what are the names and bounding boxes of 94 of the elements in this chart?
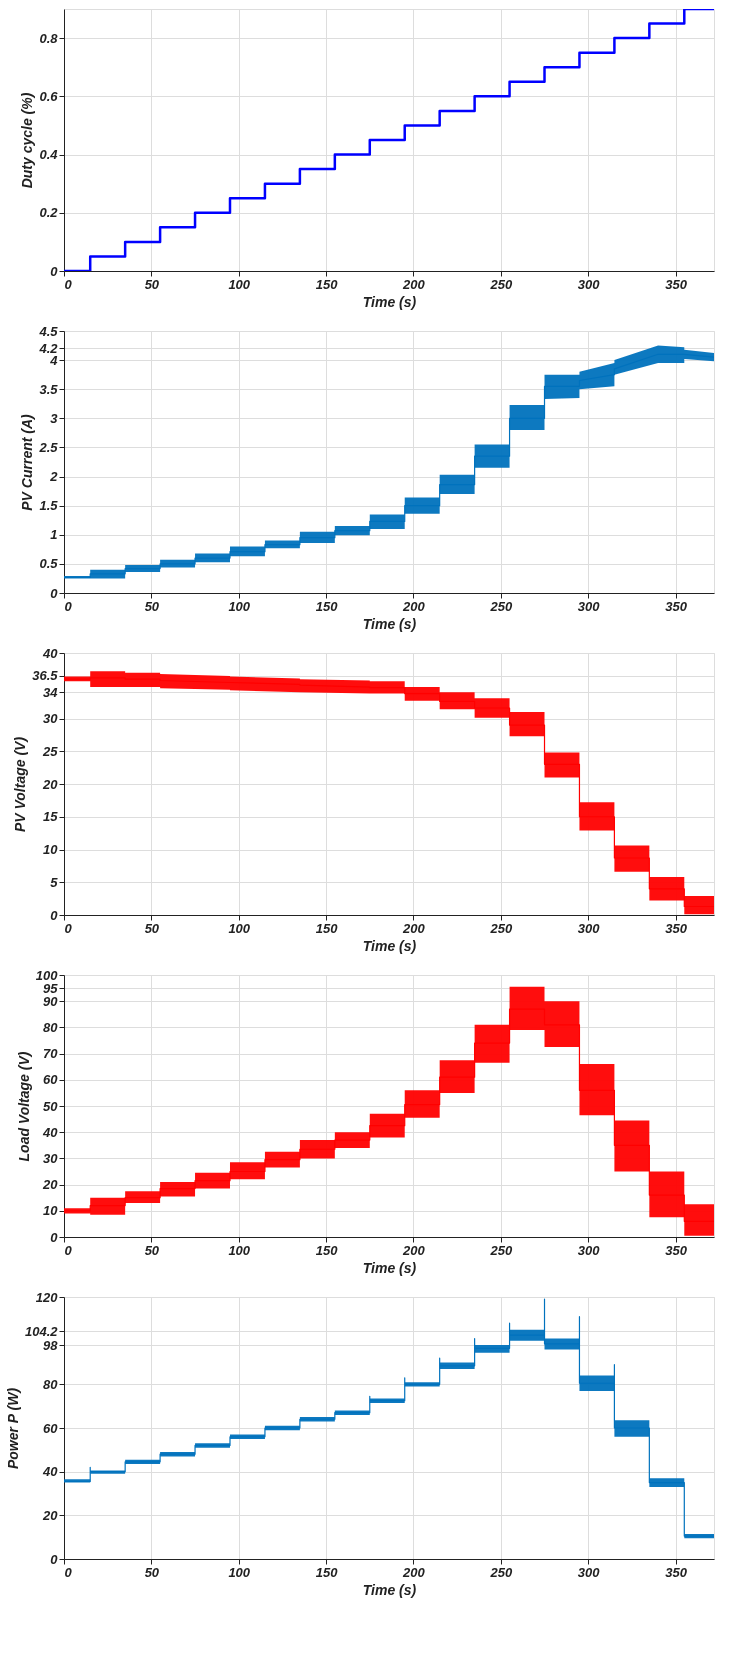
y-tick-label: 98 bbox=[43, 1337, 59, 1353]
y-tick-label: 40 bbox=[42, 645, 59, 661]
y-tick-label: 104.2 bbox=[24, 1324, 59, 1339]
y-tick-label: 4.5 bbox=[38, 323, 59, 339]
y-axis-title: Duty cycle (%) bbox=[19, 92, 36, 189]
x-tick-label: 350 bbox=[665, 1242, 688, 1258]
x-tick-label: 250 bbox=[489, 1564, 513, 1580]
x-tick-label: 100 bbox=[228, 920, 251, 936]
y-tick-label: 20 bbox=[42, 776, 59, 792]
x-tick-label: 200 bbox=[402, 1242, 426, 1258]
y-tick-label: 40 bbox=[42, 1124, 59, 1140]
y-tick-label: 1.5 bbox=[39, 498, 59, 514]
y-tick-label: 0.2 bbox=[39, 205, 59, 221]
x-tick-label: 300 bbox=[577, 1564, 601, 1580]
x-tick-label: 250 bbox=[489, 1242, 513, 1258]
y-tick-label: 15 bbox=[43, 809, 59, 825]
y-tick-label: 0 bbox=[50, 1229, 59, 1245]
y-tick-label: 90 bbox=[43, 993, 59, 1009]
x-tick-label: 150 bbox=[315, 920, 339, 936]
y-tick-label: 60 bbox=[43, 1420, 59, 1436]
x-tick-label: 50 bbox=[144, 1564, 160, 1580]
x-tick-label: 100 bbox=[228, 1242, 251, 1258]
y-tick-label: 80 bbox=[43, 1019, 59, 1035]
x-tick-label: 50 bbox=[144, 276, 160, 292]
x-tick-label: 50 bbox=[144, 598, 160, 614]
x-tick-label: 350 bbox=[665, 276, 688, 292]
x-tick-label: 200 bbox=[402, 598, 426, 614]
y-tick-label: 0.8 bbox=[39, 30, 59, 46]
x-axis-title: Time (s) bbox=[362, 615, 417, 632]
y-tick-label: 3.5 bbox=[39, 381, 59, 397]
x-tick-label: 200 bbox=[402, 276, 426, 292]
x-tick-label: 150 bbox=[315, 276, 339, 292]
x-axis-title: Time (s) bbox=[362, 1259, 417, 1276]
y-tick-label: 36.5 bbox=[32, 668, 59, 684]
x-tick-label: 150 bbox=[315, 1564, 339, 1580]
x-tick-label: 100 bbox=[228, 276, 251, 292]
y-tick-label: 95 bbox=[43, 980, 59, 996]
y-tick-label: 10 bbox=[43, 842, 59, 857]
y-tick-label: 3 bbox=[50, 410, 59, 426]
y-tick-label: 80 bbox=[43, 1376, 59, 1392]
x-tick-label: 0 bbox=[64, 276, 73, 292]
y-tick-label: 120 bbox=[35, 1289, 59, 1305]
x-tick-label: 350 bbox=[665, 920, 688, 936]
x-tick-label: 300 bbox=[577, 598, 601, 614]
y-tick-label: 20 bbox=[42, 1177, 59, 1193]
y-axis-title: Load Voltage (V) bbox=[15, 1051, 32, 1162]
y-tick-label: 2 bbox=[49, 469, 59, 485]
y-tick-label: 34 bbox=[43, 684, 59, 700]
y-tick-label: 60 bbox=[43, 1072, 59, 1088]
y-tick-label: 5 bbox=[50, 874, 59, 890]
x-tick-label: 250 bbox=[489, 276, 513, 292]
x-tick-label: 350 bbox=[665, 598, 688, 614]
y-axis-title: PV Voltage (V) bbox=[12, 736, 29, 833]
y-tick-label: 0 bbox=[50, 585, 59, 601]
x-tick-label: 250 bbox=[489, 920, 513, 936]
x-tick-label: 100 bbox=[228, 1564, 251, 1580]
y-tick-label: 0.5 bbox=[39, 556, 59, 572]
y-tick-label: 0 bbox=[50, 907, 59, 923]
x-axis-title: Time (s) bbox=[362, 293, 417, 310]
y-tick-label: 0.6 bbox=[39, 88, 59, 104]
y-tick-label: 0 bbox=[50, 1551, 59, 1567]
x-tick-label: 100 bbox=[228, 598, 251, 614]
y-tick-label: 50 bbox=[43, 1098, 59, 1114]
x-tick-label: 0 bbox=[64, 920, 73, 936]
x-tick-label: 50 bbox=[144, 1242, 160, 1258]
y-tick-label: 2.5 bbox=[38, 439, 59, 455]
x-tick-label: 200 bbox=[402, 920, 426, 936]
x-tick-label: 150 bbox=[315, 1242, 339, 1258]
y-tick-label: 30 bbox=[43, 1150, 59, 1166]
x-tick-label: 0 bbox=[64, 598, 73, 614]
y-axis-title: PV Current (A) bbox=[19, 413, 36, 511]
x-tick-label: 150 bbox=[315, 598, 339, 614]
x-tick-label: 300 bbox=[577, 276, 601, 292]
x-tick-label: 50 bbox=[144, 920, 160, 936]
x-tick-label: 0 bbox=[64, 1564, 73, 1580]
y-tick-label: 0.4 bbox=[39, 147, 59, 163]
x-tick-label: 200 bbox=[402, 1564, 426, 1580]
y-tick-label: 40 bbox=[42, 1464, 59, 1480]
y-tick-label: 100 bbox=[35, 967, 59, 983]
y-tick-label: 70 bbox=[43, 1046, 59, 1062]
y-axis-title: Power P (W) bbox=[4, 1387, 21, 1470]
x-tick-label: 300 bbox=[577, 1242, 601, 1258]
x-tick-label: 0 bbox=[64, 1242, 73, 1258]
y-tick-label: 25 bbox=[42, 743, 59, 759]
y-tick-label: 10 bbox=[43, 1203, 59, 1219]
x-axis-title: Time (s) bbox=[362, 1581, 417, 1598]
x-tick-label: 250 bbox=[489, 598, 513, 614]
y-tick-label: 0 bbox=[50, 263, 59, 279]
y-tick-label: 20 bbox=[42, 1507, 59, 1523]
y-tick-label: 30 bbox=[43, 711, 59, 726]
x-axis-title: Time (s) bbox=[362, 937, 417, 954]
y-tick-label: 1 bbox=[50, 527, 58, 543]
x-tick-label: 300 bbox=[577, 920, 601, 936]
x-tick-label: 350 bbox=[665, 1564, 688, 1580]
